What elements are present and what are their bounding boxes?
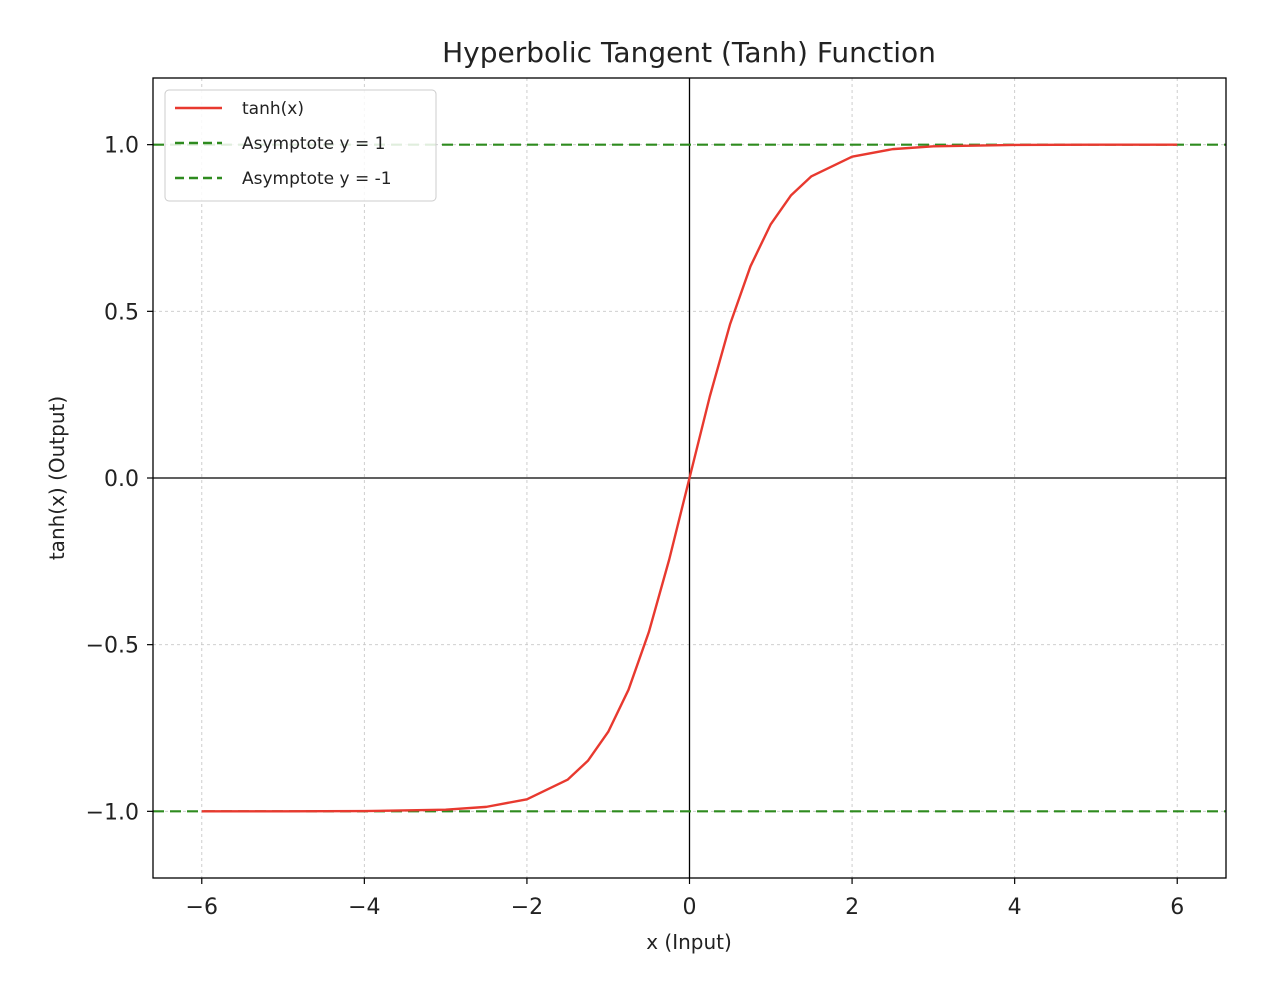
x-tick-label: −2 xyxy=(511,895,543,920)
y-tick-label: −0.5 xyxy=(86,634,139,659)
legend-label: tanh(x) xyxy=(242,99,304,119)
legend-box xyxy=(164,89,437,202)
y-axis-label: tanh(x) (Output) xyxy=(45,396,69,560)
x-tick-label: −4 xyxy=(348,895,380,920)
x-tick-label: 4 xyxy=(1008,895,1022,920)
x-axis-ticks: −6 −4 −2 0 2 4 6 xyxy=(186,878,1184,920)
chart-title: Hyperbolic Tangent (Tanh) Function xyxy=(442,36,936,69)
legend: tanh(x) Asymptote y = 1 Asymptote y = -1 xyxy=(164,89,437,202)
x-tick-label: −6 xyxy=(186,895,218,920)
x-tick-label: 6 xyxy=(1170,895,1184,920)
y-tick-label: 1.0 xyxy=(104,134,139,159)
tanh-curve xyxy=(201,143,1178,813)
y-tick-label: −1.0 xyxy=(86,800,139,825)
x-axis-label: x (Input) xyxy=(646,930,732,954)
legend-label: Asymptote y = 1 xyxy=(242,134,385,154)
y-tick-label: 0.5 xyxy=(104,300,139,325)
y-tick-label: 0.0 xyxy=(104,467,139,492)
x-tick-label: 2 xyxy=(845,895,859,920)
legend-label: Asymptote y = -1 xyxy=(242,169,392,189)
x-tick-label: 0 xyxy=(683,895,697,920)
y-axis-ticks: −1.0 −0.5 0.0 0.5 1.0 xyxy=(86,134,153,825)
